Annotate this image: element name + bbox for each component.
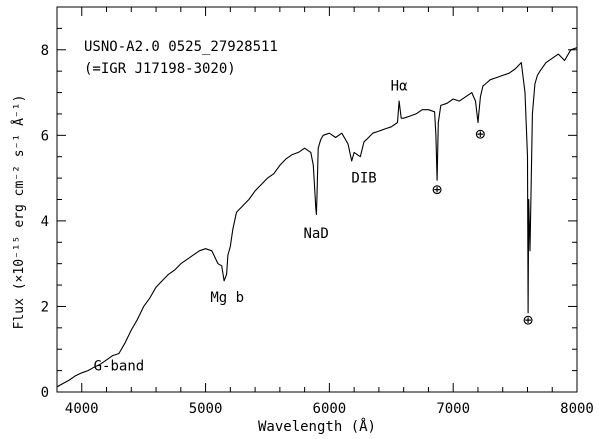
- y-tick-label: 8: [41, 43, 49, 59]
- x-tick-label: 7000: [436, 401, 470, 417]
- y-tick-label: 4: [41, 214, 49, 230]
- x-tick-label: 5000: [189, 401, 223, 417]
- title-line-1: USNO-A2.0 0525_27928511: [84, 39, 278, 55]
- spectrum-line: [56, 47, 578, 388]
- annotation-label: DIB: [351, 170, 376, 186]
- annotation-label: Mg b: [210, 290, 244, 306]
- annotation-label: NaD: [303, 226, 328, 242]
- annotations: G-band Mg b NaD DIB Hα ⊕ ⊕ ⊕: [94, 78, 534, 374]
- x-tick-label: 8000: [560, 401, 594, 417]
- annotation-label: ⊕: [475, 125, 485, 145]
- annotation-label: ⊕: [432, 180, 442, 200]
- x-tick-label: 4000: [65, 401, 99, 417]
- y-tick-label: 0: [41, 385, 49, 401]
- annotation-label: ⊕: [523, 311, 533, 331]
- y-tick-label: 6: [41, 128, 49, 144]
- y-tick-label: 2: [41, 299, 49, 315]
- y-axis-label: Flux (×10⁻¹⁵ erg cm⁻² s⁻¹ Å⁻¹): [11, 95, 27, 330]
- x-tick-label: 6000: [313, 401, 347, 417]
- tick-labels: 4000 5000 6000 7000 8000 0 2 4 6 8: [41, 43, 594, 417]
- annotation-label: Hα: [391, 78, 408, 94]
- title-line-2: (=IGR J17198-3020): [84, 61, 236, 77]
- x-axis-label: Wavelength (Å): [258, 418, 376, 435]
- axis-ticks: [56, 6, 578, 393]
- annotation-label: G-band: [94, 359, 145, 375]
